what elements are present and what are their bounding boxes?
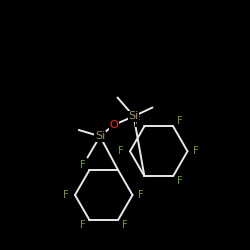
- Text: F: F: [80, 220, 86, 230]
- Text: F: F: [80, 160, 86, 170]
- Text: F: F: [194, 146, 199, 156]
- Text: O: O: [110, 120, 118, 130]
- Text: F: F: [138, 190, 144, 200]
- Text: F: F: [122, 220, 127, 230]
- Text: F: F: [176, 116, 182, 126]
- Text: Si: Si: [128, 111, 139, 121]
- Text: F: F: [135, 116, 141, 126]
- Text: Si: Si: [95, 131, 105, 141]
- Text: F: F: [64, 190, 69, 200]
- Text: F: F: [176, 176, 182, 186]
- Text: F: F: [118, 146, 124, 156]
